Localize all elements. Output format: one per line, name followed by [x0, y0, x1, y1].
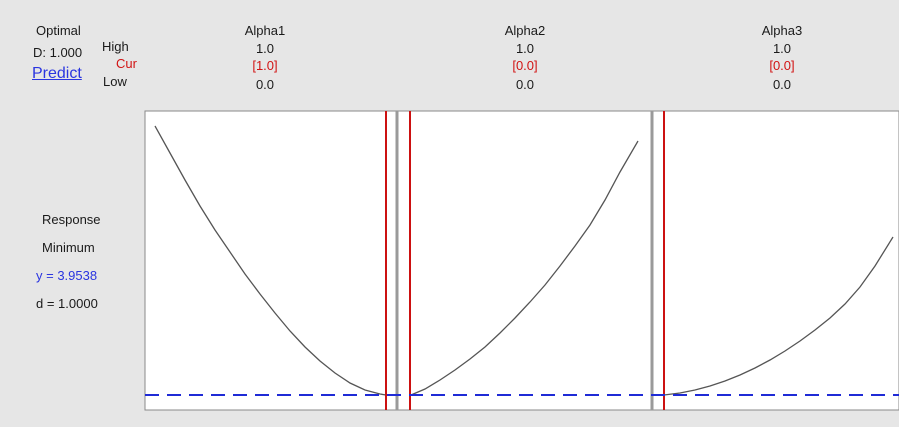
factor-cur-alpha1[interactable]: [1.0] [252, 58, 278, 73]
desirability-value: d = 1.0000 [36, 296, 98, 311]
factor-low-alpha2: 0.0 [515, 77, 535, 92]
panel-alpha3 [651, 110, 899, 411]
factor-low-alpha3: 0.0 [772, 77, 792, 92]
response-label: Response [42, 212, 101, 227]
cur-row-label: Cur [116, 56, 137, 71]
predicted-y-value: y = 3.9538 [36, 268, 98, 283]
factor-name-alpha1: Alpha1 [244, 23, 286, 38]
response-goal: Minimum [42, 240, 95, 255]
response-curve-alpha1 [154, 125, 387, 396]
predict-link[interactable]: Predict [32, 65, 82, 82]
factor-low-alpha1: 0.0 [255, 77, 275, 92]
response-curve-alpha2 [410, 140, 639, 396]
panel-alpha1 [144, 110, 398, 411]
low-row-label: Low [103, 74, 127, 89]
factor-high-alpha2: 1.0 [515, 41, 535, 56]
panel-alpha2 [396, 110, 653, 411]
optimal-label: Optimal [36, 23, 81, 38]
factor-cur-alpha2[interactable]: [0.0] [512, 58, 538, 73]
factor-name-alpha3: Alpha3 [761, 23, 803, 38]
factor-high-alpha1: 1.0 [255, 41, 275, 56]
high-row-label: High [102, 39, 129, 54]
factor-high-alpha3: 1.0 [772, 41, 792, 56]
desirability-label: D: 1.000 [33, 45, 83, 60]
factor-name-alpha2: Alpha2 [504, 23, 546, 38]
factor-cur-alpha3[interactable]: [0.0] [769, 58, 795, 73]
response-curve-alpha3 [663, 236, 894, 396]
